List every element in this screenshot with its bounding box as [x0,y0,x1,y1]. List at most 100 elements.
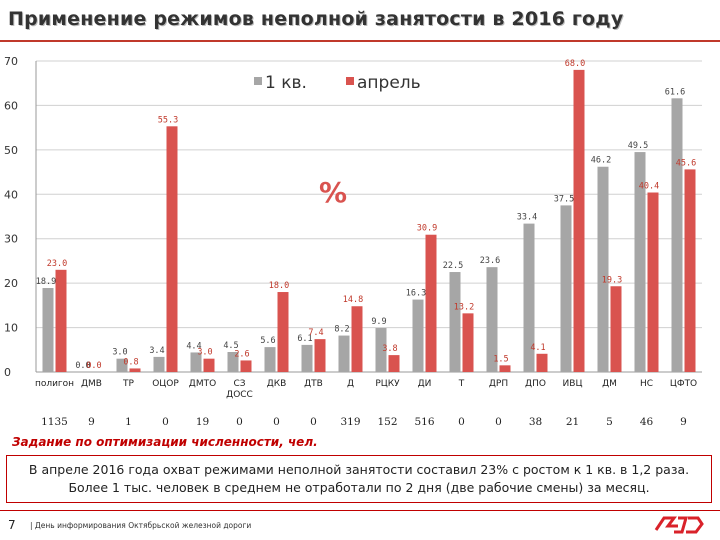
quota-value: 0 [236,416,243,428]
bar-q1 [42,288,54,372]
data-label-q1: 61.6 [665,87,685,97]
bar-april [55,269,67,372]
data-label-q1: 9.9 [371,317,386,327]
bar-q1 [671,98,683,372]
data-label-april: 4.1 [530,343,545,353]
quota-value: 152 [377,416,397,428]
data-label-april: 3.0 [197,348,212,358]
data-label-april: 2.6 [234,349,249,359]
data-label-q1: 22.5 [443,261,463,271]
data-label-q1: 33.4 [517,213,537,223]
legend-swatch-april [346,77,354,85]
x-tick-label: ОЦОР [152,379,179,389]
bar-april [425,234,437,372]
rzd-logo-icon [654,516,704,534]
quota-value: 0 [273,416,280,428]
bar-q1 [190,352,202,372]
legend-label-april: апрель [357,73,421,93]
bar-april [536,353,548,372]
x-tick-label: ДТВ [304,379,323,389]
data-label-q1: 4.5 [223,341,238,351]
data-label-q1: 3.0 [112,348,127,358]
x-tick-label: ТР [122,379,134,389]
title-divider [0,40,720,42]
data-label-q1: 4.4 [186,341,201,351]
bar-q1 [375,328,387,372]
bar-q1 [116,358,128,372]
data-label-april: 1.5 [493,354,508,364]
quota-value: 1135 [41,416,68,428]
data-label-april: 0.0 [86,361,101,371]
quota-value: 516 [414,416,434,428]
data-label-q1: 18.9 [36,277,56,287]
quota-value: 9 [88,416,95,428]
data-label-april: 3.8 [382,344,397,354]
x-tick-label: НС [640,379,653,389]
data-label-q1: 46.2 [591,156,611,166]
quota-value: 46 [640,416,654,428]
quota-value: 319 [340,416,360,428]
quota-value: 0 [162,416,169,428]
legend-swatch-q1 [254,77,262,85]
footer-text: | День информирования Октябрьской железн… [30,521,252,530]
summary-note: В апреле 2016 года охват режимами неполн… [6,455,712,503]
x-tick-label: полигон [35,379,74,389]
data-label-april: 13.2 [454,302,474,312]
summary-line-1: В апреле 2016 года охват режимами неполн… [28,462,690,477]
data-label-april: 40.4 [639,182,659,192]
quota-value: 9 [680,416,687,428]
x-tick-label: ДРП [489,379,508,389]
unit-label: % [319,176,347,209]
data-label-april: 45.6 [676,158,696,168]
bar-april [462,313,474,372]
x-tick-label: СЗ [233,379,245,389]
data-label-q1: 16.3 [406,289,426,299]
bar-april [388,355,400,372]
data-label-april: 18.0 [269,281,289,291]
data-label-q1: 23.6 [480,256,500,266]
page-title-shadow: Применение режимов неполной занятости в … [9,9,625,31]
quota-value: 0 [310,416,317,428]
x-tick-label: Т [458,379,465,389]
y-tick-label: 0 [4,366,11,379]
bar-q1 [264,347,276,372]
y-tick-label: 20 [4,277,18,290]
bar-april [277,292,289,372]
data-label-q1: 5.6 [260,336,275,346]
data-label-april: 7.4 [308,328,323,338]
bar-april [240,360,252,372]
page-number: 7 [8,518,16,532]
quota-value: 0 [495,416,502,428]
x-tick-label: Д [347,379,354,389]
data-label-april: 55.3 [158,115,178,125]
quota-value: 1 [125,416,132,428]
bar-q1 [301,344,313,372]
quota-value: 5 [606,416,613,428]
data-label-april: 14.8 [343,295,363,305]
page-title: Применение режимов неполной занятости в … [8,8,624,30]
data-label-q1: 0.0 [75,361,90,371]
y-tick-label: 10 [4,322,18,335]
legend-label-q1: 1 кв. [265,73,307,93]
quota-value: 0 [458,416,465,428]
data-label-q1: 8.2 [334,325,349,335]
bar-q1 [560,205,572,372]
y-tick-label: 70 [4,55,18,68]
x-tick-label: ДКВ [267,379,287,389]
x-tick-label: ИВЦ [563,379,583,389]
x-tick-label: ЦФТО [670,379,697,389]
summary-line-2: Более 1 тыс. человек в среднем не отрабо… [68,480,650,495]
bar-april [314,339,326,372]
bar-april [647,192,659,372]
data-label-q1: 6.1 [297,334,312,344]
footer-divider [0,510,720,511]
data-label-april: 30.9 [417,224,437,234]
data-label-april: 68.0 [565,59,585,69]
y-tick-label: 50 [4,144,18,157]
data-label-q1: 49.5 [628,141,648,151]
bar-q1 [338,335,350,372]
quota-value: 19 [196,416,209,428]
x-tick-label: ДМТО [189,379,216,389]
bar-april [129,368,141,372]
